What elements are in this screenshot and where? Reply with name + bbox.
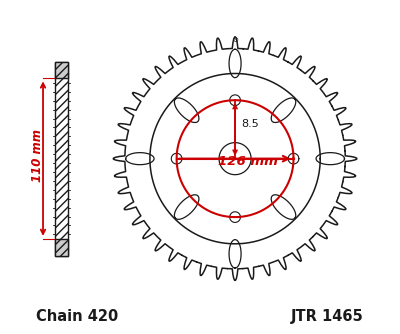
Text: 8.5: 8.5 xyxy=(242,120,260,129)
Text: 126 mm: 126 mm xyxy=(218,156,278,168)
Polygon shape xyxy=(55,62,68,78)
Text: JTR 1465: JTR 1465 xyxy=(291,309,364,324)
Text: 110 mm: 110 mm xyxy=(31,129,44,182)
Text: Chain 420: Chain 420 xyxy=(36,309,118,324)
Polygon shape xyxy=(55,239,68,256)
Text: ⊙: ⊙ xyxy=(232,37,238,43)
Polygon shape xyxy=(55,62,68,256)
